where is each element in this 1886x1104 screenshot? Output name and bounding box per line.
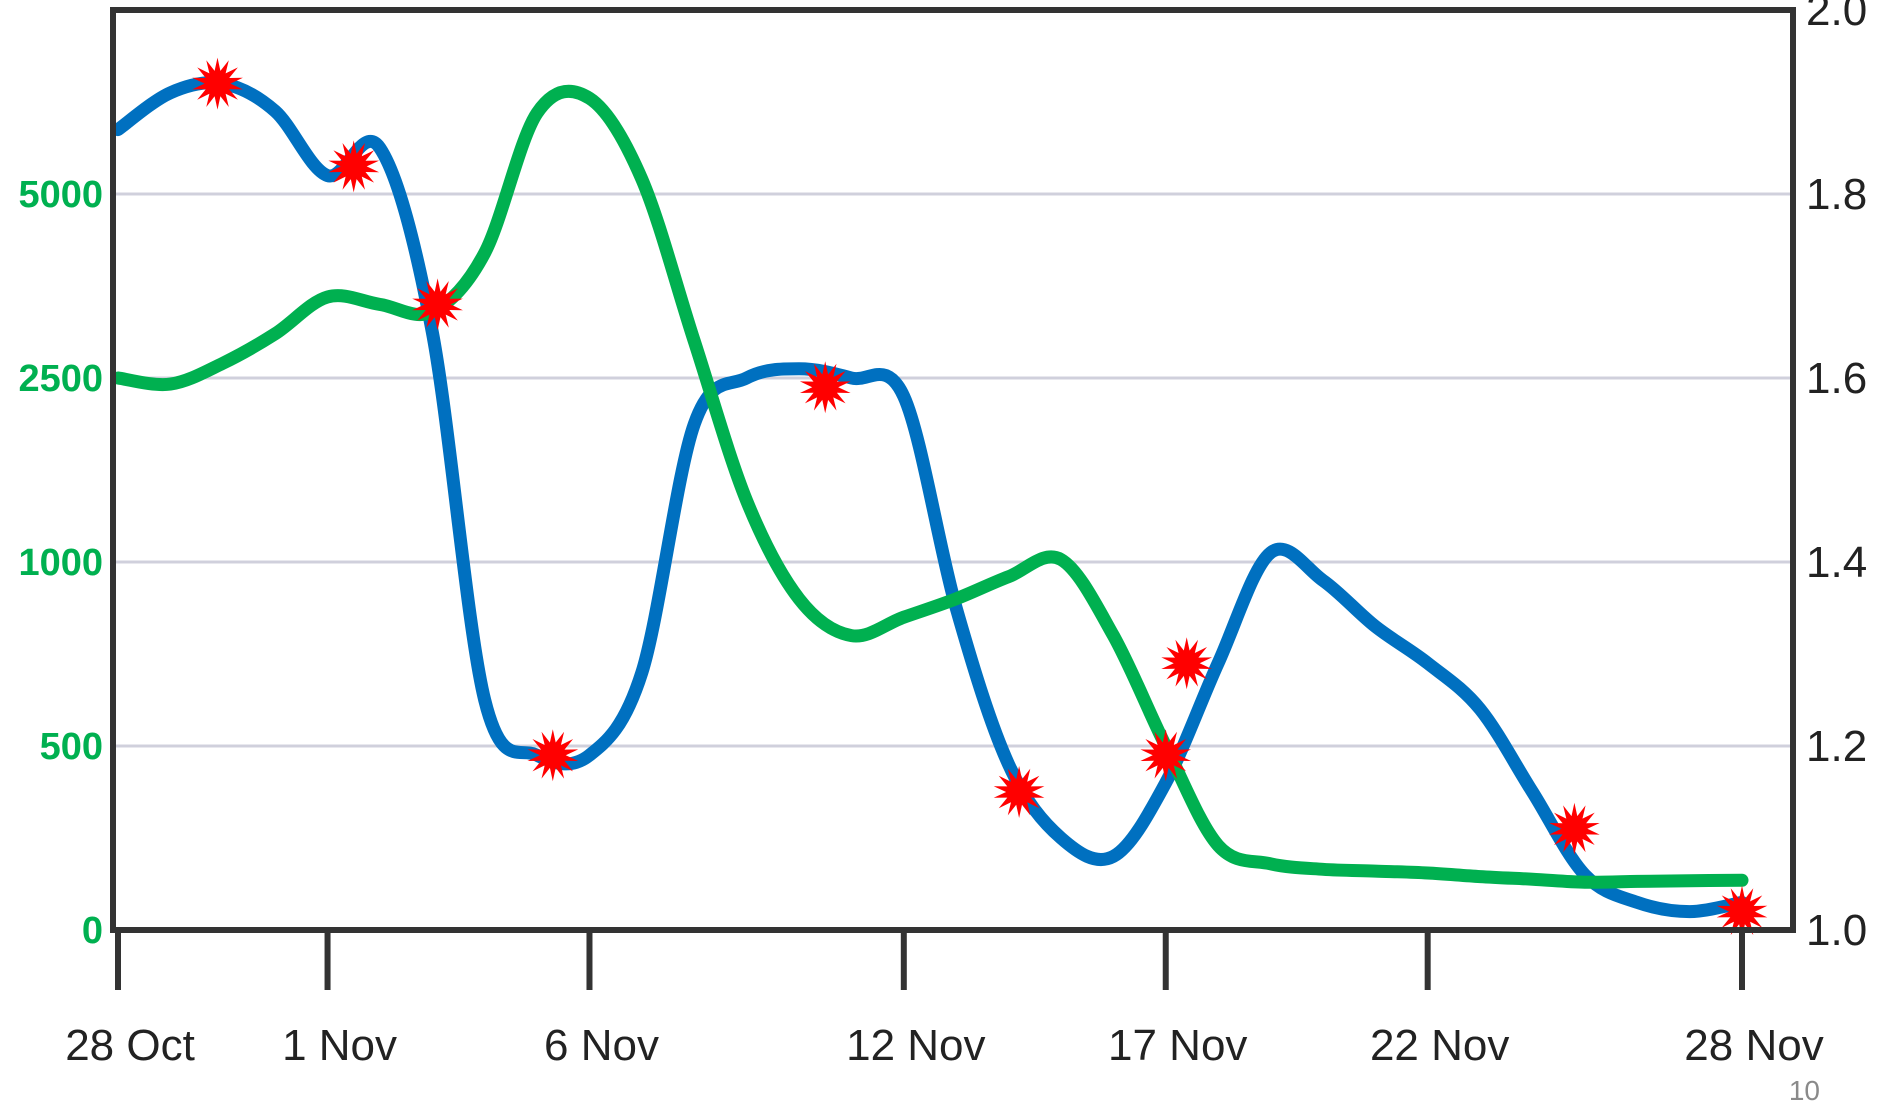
x-axis-tick-label: 28 Nov: [1684, 1021, 1823, 1070]
right-axis-tick-label: 1.2: [1806, 722, 1867, 771]
event-marker: [527, 729, 579, 782]
x-axis-tick-label: 22 Nov: [1370, 1021, 1509, 1070]
x-axis-tick-label: 28 Oct: [65, 1021, 195, 1070]
event-marker: [1140, 729, 1192, 782]
right-axis-tick-label: 2.0: [1806, 0, 1867, 35]
event-marker: [1549, 802, 1600, 855]
x-axis-tick-label: 1 Nov: [282, 1021, 397, 1070]
right-axis-tick-label: 1.8: [1806, 170, 1867, 219]
x-axis-tick-label: 17 Nov: [1108, 1021, 1247, 1070]
event-markers: [192, 57, 1768, 938]
event-marker: [1716, 885, 1768, 938]
event-marker: [328, 140, 380, 193]
event-marker: [192, 57, 243, 110]
right-axis-labels: 1.0 1.2 1.4 1.6 1.8 2.0: [1806, 0, 1867, 955]
right-axis-tick-label: 1.0: [1806, 906, 1867, 955]
left-axis-tick-label: 5000: [18, 174, 103, 216]
event-marker: [412, 278, 463, 331]
left-axis-labels: 0 500 1000 2500 5000: [18, 174, 103, 952]
series-lines: [111, 76, 1749, 919]
plot-frame: [110, 7, 1796, 933]
event-marker: [799, 361, 851, 414]
event-marker: [1161, 637, 1212, 690]
gridlines: [113, 192, 1793, 748]
series-line-blue: [111, 76, 1749, 919]
left-axis-tick-label: 2500: [18, 358, 103, 400]
left-axis-tick-label: 1000: [18, 542, 103, 584]
x-axis-tick-label: 6 Nov: [544, 1021, 659, 1070]
right-axis-tick-label: 1.4: [1806, 538, 1867, 587]
page-number: 10: [1789, 1075, 1820, 1104]
left-axis-tick-label: 0: [82, 910, 103, 952]
x-axis-labels: 28 Oct 1 Nov 6 Nov 12 Nov 17 Nov 22 Nov 28 Nov: [65, 1021, 1824, 1070]
left-axis-tick-label: 500: [40, 726, 103, 768]
series-line-green: [111, 84, 1749, 889]
axes: [110, 7, 1796, 990]
x-axis-tick-label: 12 Nov: [846, 1021, 985, 1070]
right-axis-tick-label: 1.6: [1806, 354, 1867, 403]
event-marker: [993, 766, 1045, 818]
